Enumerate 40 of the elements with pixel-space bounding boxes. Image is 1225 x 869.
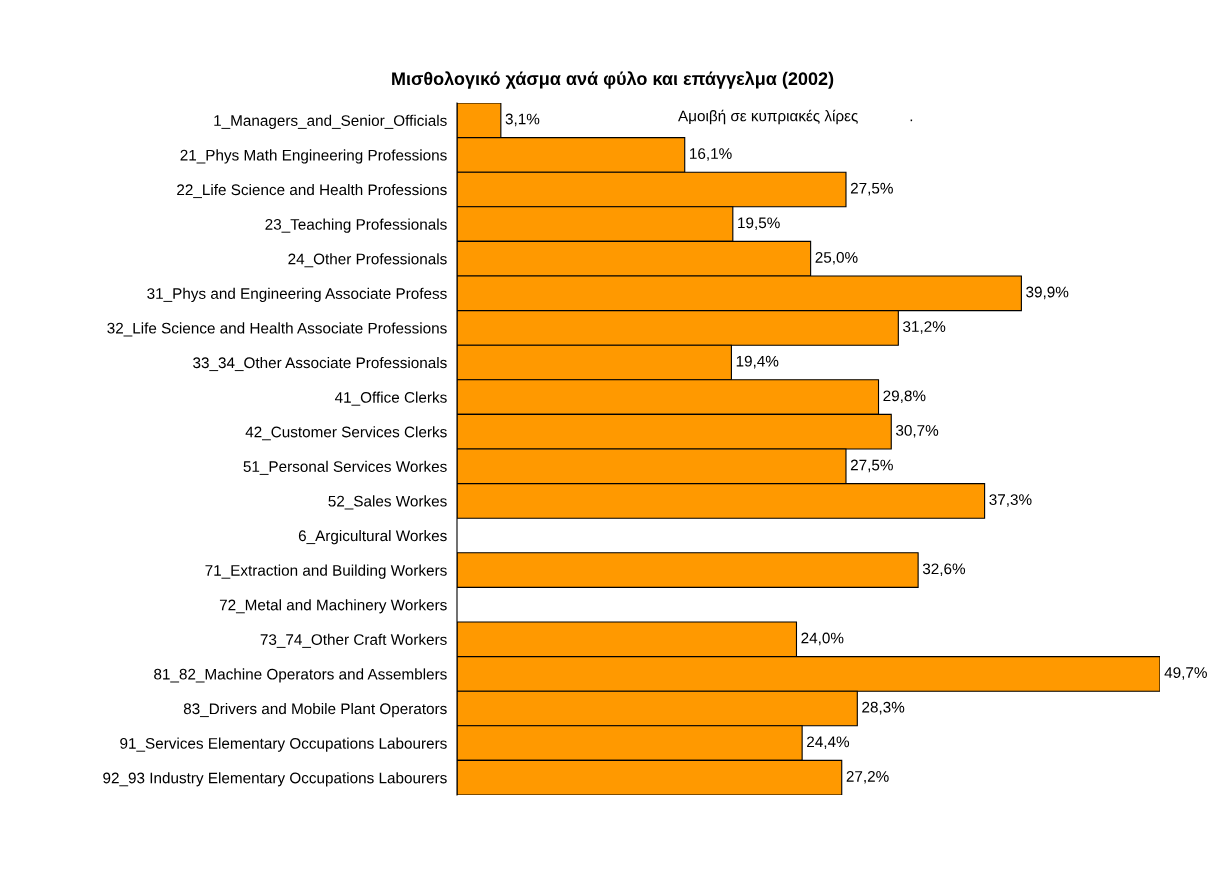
y-tick-label: 73_74_Other Craft Workers xyxy=(260,633,447,648)
chart-subtitle: Αμοιβή σε κυπριακές λίρες . xyxy=(678,109,913,125)
data-label: 27,5% xyxy=(850,182,893,196)
data-label: 49,7% xyxy=(1164,667,1207,680)
y-tick-label: 1_Managers_and_Senior_Officials xyxy=(214,114,447,130)
y-tick-label: 24_Other Professionals xyxy=(288,253,447,268)
data-label: 28,3% xyxy=(862,701,905,715)
chart-title: Μισθολογικό χάσμα ανά φύλο και επάγγελμα (2002) xyxy=(392,71,834,89)
y-tick-label: 91_Services Elementary Occupations Labourers xyxy=(120,737,447,752)
y-tick-label: 81_82_Machine Operators and Assemblers xyxy=(154,668,447,683)
y-tick-label: 21_Phys Math Engineering Professions xyxy=(180,149,447,164)
y-tick-label: 22_Life Science and Health Professions xyxy=(177,183,447,199)
data-label: 30,7% xyxy=(896,424,939,438)
data-label: 16,1% xyxy=(690,148,732,161)
data-label: 27,2% xyxy=(846,770,889,784)
y-tick-label: 6_Argicultural Workes xyxy=(298,529,447,545)
y-tick-label: 52_Sales Workes xyxy=(328,495,447,510)
data-label: 29,8% xyxy=(883,390,926,404)
y-tick-label: 33_34_Other Associate Professionals xyxy=(193,356,447,372)
y-tick-label: 23_Teaching Professionals xyxy=(265,218,447,233)
data-label: 24,0% xyxy=(801,632,844,646)
y-tick-label: 72_Metal and Machinery Workers xyxy=(219,599,447,614)
y-tick-label: 42_Customer Services Clerks xyxy=(245,426,447,441)
data-label: 25,0% xyxy=(815,251,858,265)
y-tick-label: 92_93 Industry Elementary Occupations Labourers xyxy=(103,772,447,787)
data-label: 31,2% xyxy=(903,321,946,334)
data-label: 19,4% xyxy=(736,355,779,369)
data-label: 27,5% xyxy=(850,459,893,473)
data-label: 19,5% xyxy=(738,217,780,231)
y-tick-label: 71_Extraction and Building Workers xyxy=(205,564,447,579)
y-tick-label: 31_Phys and Engineering Associate Profess xyxy=(147,287,447,303)
data-label: 24,4% xyxy=(807,736,850,750)
y-tick-label: 32_Life Science and Health Associate Professions xyxy=(107,322,447,337)
y-tick-label: 51_Personal Services Workes xyxy=(243,460,447,475)
data-label: 3,1% xyxy=(505,113,540,127)
data-label: 32,6% xyxy=(922,563,966,577)
data-label: 39,9% xyxy=(1026,286,1069,300)
y-tick-label: 83_Drivers and Mobile Plant Operators xyxy=(183,702,447,718)
data-label: 37,3% xyxy=(989,494,1032,507)
y-tick-label: 41_Office Clerks xyxy=(334,391,447,406)
